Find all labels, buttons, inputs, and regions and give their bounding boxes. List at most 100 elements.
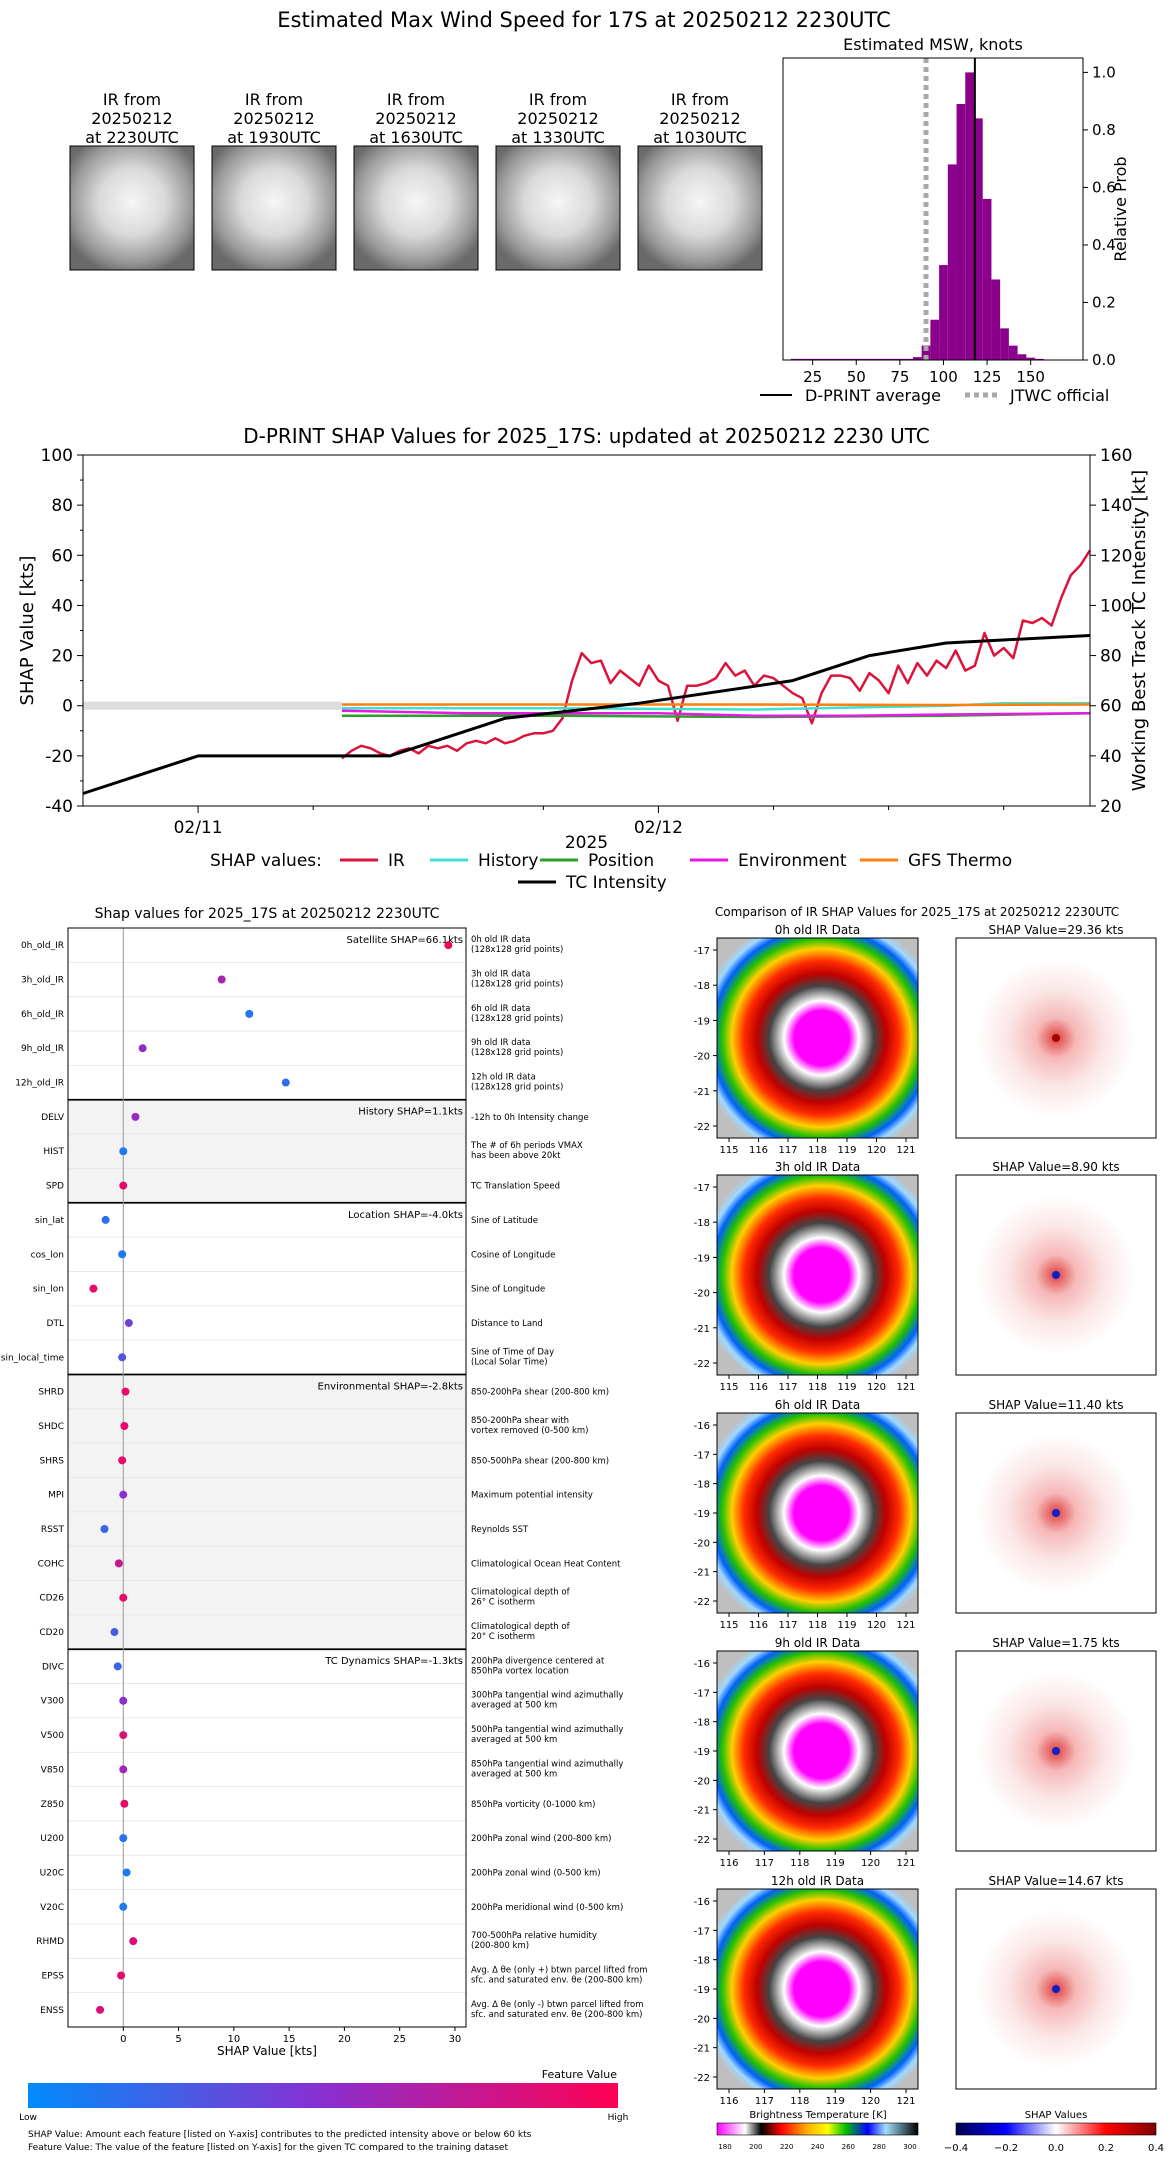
msw-ytick-label: 0.6 — [1092, 178, 1116, 196]
legend-label-position: Position — [588, 851, 654, 871]
left-ytick-label: -20 — [45, 747, 73, 767]
feature-name: sin_local_time — [1, 1353, 65, 1363]
feature-description: 850hPa vortex location — [471, 1666, 569, 1676]
ir-ytick-label: -19 — [694, 1016, 710, 1027]
group-background — [68, 928, 466, 1100]
thumbnail-label: at 1630UTC — [369, 128, 463, 147]
ir-ytick-label: -19 — [694, 1509, 710, 1520]
shap-timeseries: D-PRINT SHAP Values for 2025_17S: update… — [17, 424, 1150, 893]
ir-panel-title: 6h old IR Data — [775, 1398, 861, 1412]
bt-tick-label: 200 — [749, 2143, 762, 2151]
shap-dot — [119, 1181, 128, 1190]
msw-bar — [825, 358, 835, 360]
shap-dot — [119, 1696, 128, 1705]
right-ytick-label: 80 — [1100, 647, 1122, 667]
shap-dot — [245, 1009, 254, 1018]
ir-image — [716, 1412, 919, 1614]
shap-dot — [131, 1112, 140, 1121]
thumbnail-label: 20250212 — [517, 109, 598, 128]
msw-bar — [965, 72, 974, 360]
xtick-label: 02/12 — [634, 818, 683, 838]
msw-ytick-label: 0.8 — [1092, 121, 1116, 139]
ir-xtick-label: 117 — [778, 1620, 797, 1631]
feature-description: vortex removed (0-500 km) — [471, 1426, 588, 1436]
left-ytick-label: 0 — [62, 697, 73, 717]
ir-xtick-label: 120 — [867, 1382, 886, 1393]
shap-dot — [119, 1731, 128, 1740]
ir-ytick-label: -21 — [694, 2044, 710, 2055]
feature-name: DTL — [47, 1319, 64, 1329]
msw-bar — [860, 358, 870, 360]
feature-description: 850-200hPa shear (200-800 km) — [471, 1388, 609, 1398]
shap-dot — [124, 1318, 133, 1327]
ir-xtick-label: 117 — [755, 2096, 774, 2107]
ir-xtick-label: 118 — [808, 1145, 827, 1156]
feature-name: ENSS — [40, 2006, 64, 2016]
group-label: Environmental SHAP=-2.8kts — [318, 1381, 464, 1392]
ir-ytick-label: -17 — [694, 1926, 710, 1937]
feature-name: SHRD — [38, 1388, 64, 1398]
ir-thumbnail-image — [637, 145, 763, 271]
msw-bar — [799, 358, 809, 360]
msw-xtick-label: 75 — [890, 368, 909, 386]
msw-ytick-label: 0.0 — [1092, 351, 1116, 369]
ir-thumbnail-image — [353, 145, 479, 271]
shap-dot — [119, 1147, 128, 1156]
msw-bar — [991, 279, 1001, 360]
shap-panel-title: SHAP Value=8.90 kts — [992, 1160, 1119, 1174]
ir-ytick-label: -16 — [694, 1897, 710, 1908]
feature-description: Cosine of Longitude — [471, 1250, 555, 1260]
shap-dot — [138, 1044, 147, 1053]
thumbnail-label: IR from — [529, 90, 587, 109]
ir-ytick-label: -20 — [694, 2014, 710, 2025]
shap-dot — [444, 941, 453, 950]
feature-name: U20C — [40, 1868, 64, 1878]
msw-bar — [947, 164, 957, 360]
ir-xtick-label: 120 — [861, 2096, 880, 2107]
ir-ytick-label: -22 — [694, 1359, 710, 1370]
msw-bar — [1035, 358, 1044, 360]
left-ytick-label: 100 — [41, 446, 73, 466]
feature-name: CD26 — [39, 1594, 64, 1604]
msw-bar — [851, 358, 861, 360]
ir-ytick-label: -22 — [694, 1835, 710, 1846]
group-background — [68, 1649, 466, 2027]
shap-dot — [114, 1559, 123, 1568]
ir-ytick-label: -21 — [694, 1324, 710, 1335]
feature-name: DIVC — [42, 1662, 64, 1672]
feature-name: RSST — [41, 1525, 65, 1535]
bt-tick-label: 240 — [811, 2143, 824, 2151]
left-ytick-label: 60 — [51, 546, 73, 566]
msw-bar — [904, 358, 913, 360]
shap-dot — [281, 1078, 290, 1087]
shap-dot — [120, 1421, 129, 1430]
right-ytick-label: 60 — [1100, 697, 1122, 717]
msw-bar — [973, 118, 983, 361]
ir-thumbnail-image — [211, 145, 337, 271]
series-line-environment — [341, 709, 1091, 717]
feature-description: Maximum potential intensity — [471, 1491, 593, 1501]
shap-dot — [217, 975, 226, 984]
shap-dot — [119, 1765, 128, 1774]
msw-bar — [843, 358, 852, 360]
group-background — [68, 1202, 466, 1375]
series-line-tc — [82, 634, 1091, 795]
shap-dot — [121, 1387, 130, 1396]
feature-colorbar — [28, 2083, 618, 2108]
shap-dot — [113, 1662, 122, 1671]
ir-ytick-label: -17 — [694, 1183, 710, 1194]
timeseries-y2label: Working Best Track TC Intensity [kt] — [1129, 470, 1150, 791]
feature-name: SHRS — [40, 1456, 65, 1466]
feature-name: SPD — [46, 1182, 64, 1192]
feature-name: 0h_old_IR — [21, 941, 64, 951]
feature-description: 200hPa meridional wind (0-500 km) — [471, 1903, 623, 1913]
msw-bar — [878, 358, 887, 360]
right-ytick-label: 120 — [1100, 546, 1132, 566]
feature-description: Avg. Δ θe (only -) btwn parcel lifted fr… — [471, 2000, 644, 2010]
shap-dot — [118, 1353, 127, 1362]
thumbnail-label: 20250212 — [659, 109, 740, 128]
shap-tick-label: 0.2 — [1098, 2143, 1114, 2154]
feature-description: (Local Solar Time) — [471, 1357, 548, 1367]
thumbnail-label: 20250212 — [91, 109, 172, 128]
ir-ytick-label: -22 — [694, 1122, 710, 1133]
